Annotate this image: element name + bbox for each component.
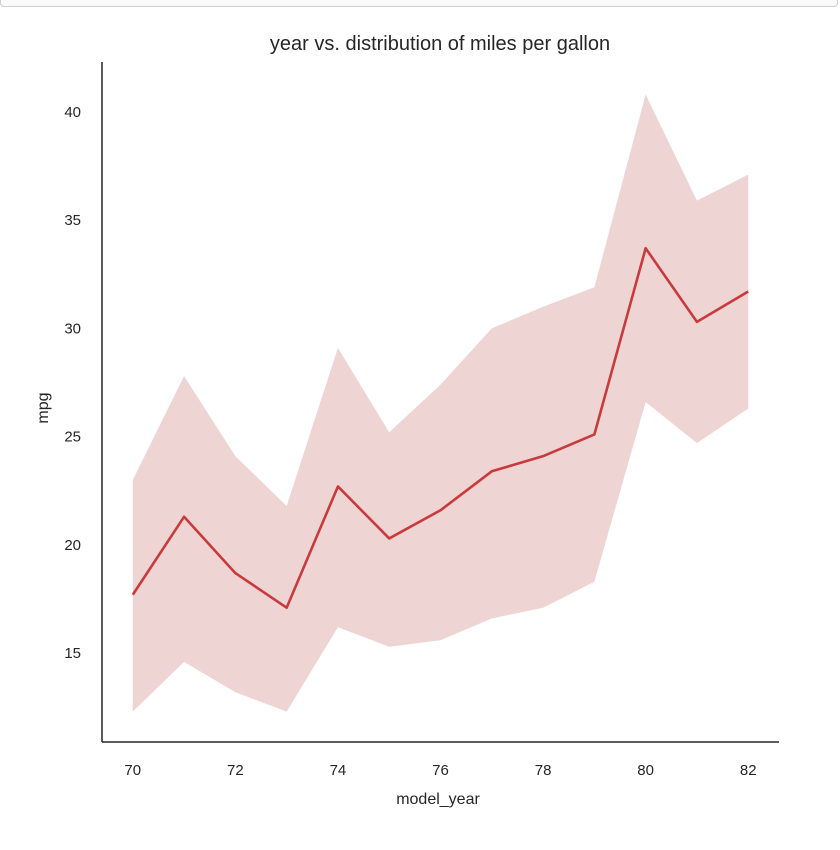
confidence-band bbox=[132, 94, 749, 712]
x-tick-label: 82 bbox=[740, 762, 757, 779]
x-tick-label: 78 bbox=[535, 762, 552, 779]
y-tick-label: 40 bbox=[64, 104, 81, 121]
series-line-layer bbox=[131, 246, 749, 610]
y-tick-label: 15 bbox=[64, 645, 81, 662]
x-tick-label: 74 bbox=[330, 762, 347, 779]
x-axis-label: model_year bbox=[396, 791, 480, 808]
y-axis-label: mpg bbox=[35, 392, 52, 423]
y-tick-label: 35 bbox=[64, 212, 81, 229]
y-tick-label: 20 bbox=[64, 537, 81, 554]
y-tick-labels: 15 20 25 30 35 40 bbox=[64, 104, 81, 662]
y-tick-label: 25 bbox=[64, 429, 81, 446]
x-tick-labels: 70 72 74 76 78 80 82 bbox=[124, 762, 756, 779]
x-tick-label: 72 bbox=[227, 762, 244, 779]
x-tick-label: 76 bbox=[432, 762, 449, 779]
x-tick-label: 70 bbox=[124, 762, 141, 779]
y-tick-label: 30 bbox=[64, 320, 81, 337]
chart-title: year vs. distribution of miles per gallo… bbox=[270, 33, 610, 55]
series-line bbox=[131, 246, 749, 610]
x-tick-label: 80 bbox=[637, 762, 654, 779]
confidence-band-layer bbox=[132, 94, 749, 712]
window-top-edge bbox=[0, 0, 838, 7]
